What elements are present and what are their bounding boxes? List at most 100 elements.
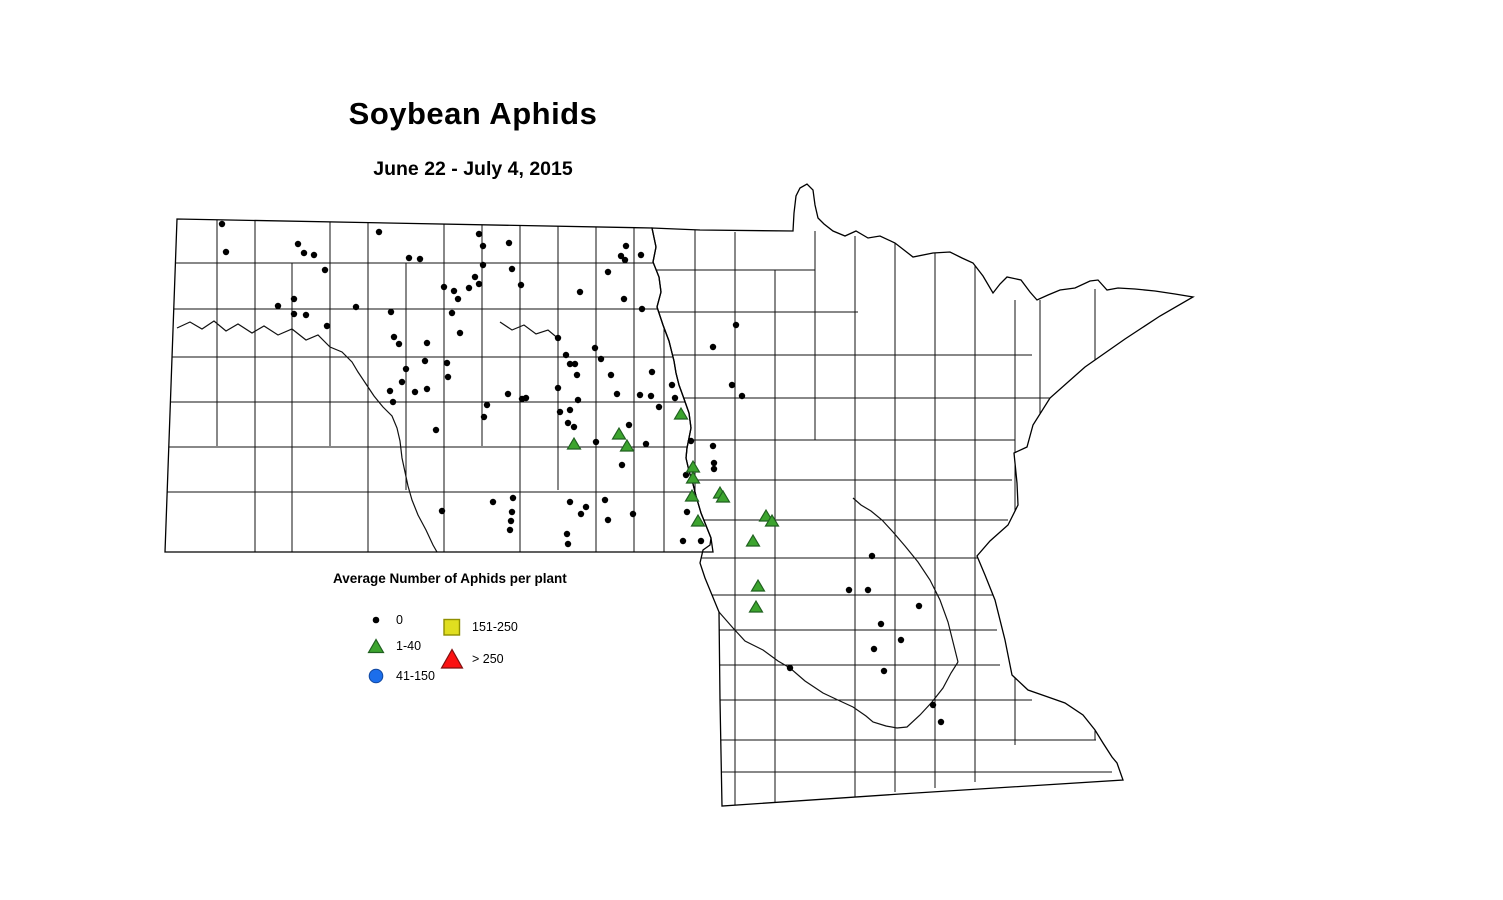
aphid-site-1-40-triangle [611, 426, 627, 440]
aphid-site-zero-dot [732, 321, 740, 329]
aphid-site-zero-dot [508, 265, 516, 273]
aphid-site-zero-dot [671, 394, 679, 402]
minnesota-river-line [718, 611, 959, 729]
aphid-site-zero-dot [577, 510, 585, 518]
aphid-site-zero-dot [597, 355, 605, 363]
aphid-site-zero-dot [592, 438, 600, 446]
aphid-site-zero-dot [915, 602, 923, 610]
aphid-site-zero-dot [387, 308, 395, 316]
aphid-site-zero-dot [563, 530, 571, 538]
aphid-site-zero-dot [423, 385, 431, 393]
zero-dot-icon [372, 616, 380, 624]
aphid-site-zero-dot [218, 220, 226, 228]
aphid-site-zero-dot [604, 268, 612, 276]
aphid-site-zero-dot [352, 303, 360, 311]
aphid-site-zero-dot [505, 239, 513, 247]
aphid-site-zero-dot [648, 368, 656, 376]
aphid-site-zero-dot [423, 339, 431, 347]
aphid-site-1-40-triangle [764, 513, 780, 527]
aphid-site-zero-dot [222, 248, 230, 256]
aphid-site-zero-dot [504, 390, 512, 398]
legend-label-zero: 0 [396, 613, 403, 627]
aphid-site-zero-dot [647, 392, 655, 400]
aphid-site-zero-dot [607, 371, 615, 379]
legend-item-1-40: 1-40 [363, 633, 421, 659]
aphid-site-zero-dot [300, 249, 308, 257]
aphid-site-zero-dot [375, 228, 383, 236]
aphid-site-zero-dot [574, 396, 582, 404]
legend-item-zero: 0 [363, 607, 403, 633]
legend-item-41-150: 41-150 [363, 663, 435, 689]
aphid-site-zero-dot [870, 645, 878, 653]
state-outline-minnesota [651, 183, 1195, 807]
aphid-site-zero-dot [709, 343, 717, 351]
aphid-site-zero-dot [618, 461, 626, 469]
aphid-site-zero-dot [637, 251, 645, 259]
aphid-site-zero-dot [454, 295, 462, 303]
aphid-site-zero-dot [625, 421, 633, 429]
aphid-site-zero-dot [432, 426, 440, 434]
legend-label-1-40: 1-40 [396, 639, 422, 653]
aphid-site-zero-dot [405, 254, 413, 262]
aphid-site-zero-dot [480, 413, 488, 421]
aphid-site-zero-dot [868, 552, 876, 560]
minnesota-mississippi-river-lines [718, 497, 959, 729]
aphid-site-zero-dot [448, 309, 456, 317]
aphid-site-zero-dot [471, 273, 479, 281]
legend-label-151-250: 151-250 [472, 620, 518, 634]
aphid-site-zero-dot [508, 508, 516, 516]
aphid-site-zero-dot [629, 510, 637, 518]
aphid-site-zero-dot [489, 498, 497, 506]
aphid-site-zero-dot [642, 440, 650, 448]
aphid-site-zero-dot [517, 281, 525, 289]
page-title: Soybean Aphids [348, 96, 598, 131]
aphid-site-zero-dot [576, 288, 584, 296]
mississippi-river-line [852, 497, 959, 663]
aphid-site-zero-dot [683, 508, 691, 516]
aphid-site-zero-dot [456, 329, 464, 337]
aphid-site-zero-dot [421, 357, 429, 365]
aphid-site-1-40-triangle [750, 578, 766, 592]
aphid-site-zero-dot [556, 408, 564, 416]
aphid-site-zero-dot [562, 351, 570, 359]
aphid-site-zero-dot [483, 401, 491, 409]
aphid-site-zero-dot [479, 242, 487, 250]
aphid-site-zero-dot [571, 360, 579, 368]
aphid-site-zero-dot [668, 381, 676, 389]
aphid-site-zero-dot [389, 398, 397, 406]
aphid-site-zero-dot [638, 305, 646, 313]
green-triangle-icon [367, 638, 385, 654]
aphid-site-zero-dot [302, 311, 310, 319]
aphid-site-1-40-triangle [685, 470, 701, 484]
aphid-site-zero-dot [570, 423, 578, 431]
aphid-site-zero-dot [897, 636, 905, 644]
aphid-site-zero-dot [710, 465, 718, 473]
aphid-site-zero-dot [443, 359, 451, 367]
aphid-site-zero-dot [522, 394, 530, 402]
aphid-site-zero-dot [710, 459, 718, 467]
yellow-square-icon [443, 618, 461, 636]
aphid-site-zero-dot [564, 540, 572, 548]
blue-circle-icon [368, 668, 384, 684]
aphid-site-zero-dot [655, 403, 663, 411]
aphid-site-zero-dot [290, 310, 298, 318]
aphid-site-zero-dot [738, 392, 746, 400]
aphid-site-zero-dot [294, 240, 302, 248]
aphid-site-zero-dot [864, 586, 872, 594]
aphid-site-zero-dot [566, 360, 574, 368]
aphid-site-zero-dot [554, 384, 562, 392]
aphid-site-zero-dot [709, 442, 717, 450]
aphid-site-zero-dot [682, 471, 690, 479]
aphid-site-1-40-triangle [745, 533, 761, 547]
aphid-site-zero-dot [786, 664, 794, 672]
aphid-site-zero-dot [582, 503, 590, 511]
aphid-site-zero-dot [877, 620, 885, 628]
aphid-site-zero-dot [591, 344, 599, 352]
legend-label-gt-250: > 250 [472, 652, 504, 666]
aphid-site-zero-dot [697, 537, 705, 545]
aphid-site-zero-dot [386, 387, 394, 395]
aphid-site-1-40-triangle [566, 436, 582, 450]
aphid-site-zero-dot [323, 322, 331, 330]
